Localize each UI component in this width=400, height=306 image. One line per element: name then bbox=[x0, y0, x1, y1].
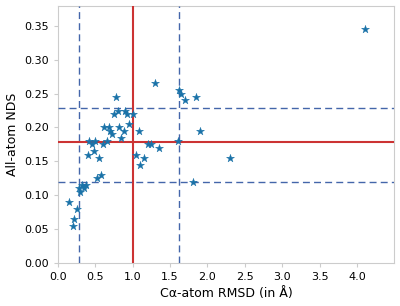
Point bbox=[96, 155, 102, 160]
Point bbox=[197, 129, 203, 133]
Point bbox=[90, 149, 97, 154]
Point bbox=[83, 183, 90, 188]
Point bbox=[118, 135, 125, 140]
Point bbox=[113, 95, 120, 99]
Point bbox=[70, 223, 76, 228]
Point bbox=[182, 98, 188, 103]
Y-axis label: All-atom NDS: All-atom NDS bbox=[6, 92, 18, 176]
Point bbox=[174, 139, 181, 144]
Point bbox=[122, 108, 128, 113]
Point bbox=[136, 129, 142, 133]
Point bbox=[81, 186, 87, 191]
Point bbox=[106, 125, 112, 130]
Point bbox=[66, 200, 72, 204]
Point bbox=[148, 142, 154, 147]
Point bbox=[94, 176, 100, 181]
Point bbox=[98, 172, 104, 177]
Point bbox=[111, 111, 117, 116]
Point bbox=[193, 95, 200, 99]
Point bbox=[189, 179, 196, 184]
Point bbox=[108, 132, 115, 137]
Point bbox=[124, 111, 130, 116]
Point bbox=[178, 91, 184, 96]
Point bbox=[73, 206, 80, 211]
Point bbox=[137, 162, 143, 167]
Point bbox=[116, 125, 122, 130]
Point bbox=[76, 186, 82, 191]
Point bbox=[114, 108, 121, 113]
Point bbox=[141, 155, 147, 160]
Point bbox=[152, 81, 158, 86]
Point bbox=[107, 129, 114, 133]
Point bbox=[101, 125, 108, 130]
Point bbox=[133, 152, 140, 157]
Point bbox=[126, 121, 132, 126]
Point bbox=[86, 139, 92, 144]
Point bbox=[77, 189, 84, 194]
Point bbox=[130, 111, 136, 116]
Point bbox=[120, 129, 127, 133]
Point bbox=[79, 183, 85, 188]
Point bbox=[100, 142, 106, 147]
Point bbox=[227, 155, 233, 160]
Point bbox=[85, 152, 91, 157]
X-axis label: Cα-atom RMSD (in Å): Cα-atom RMSD (in Å) bbox=[160, 287, 292, 300]
Point bbox=[71, 216, 78, 221]
Point bbox=[156, 145, 162, 150]
Point bbox=[103, 139, 110, 144]
Point bbox=[92, 139, 98, 144]
Point bbox=[144, 142, 151, 147]
Point bbox=[88, 142, 95, 147]
Point bbox=[361, 27, 368, 32]
Point bbox=[176, 88, 182, 93]
